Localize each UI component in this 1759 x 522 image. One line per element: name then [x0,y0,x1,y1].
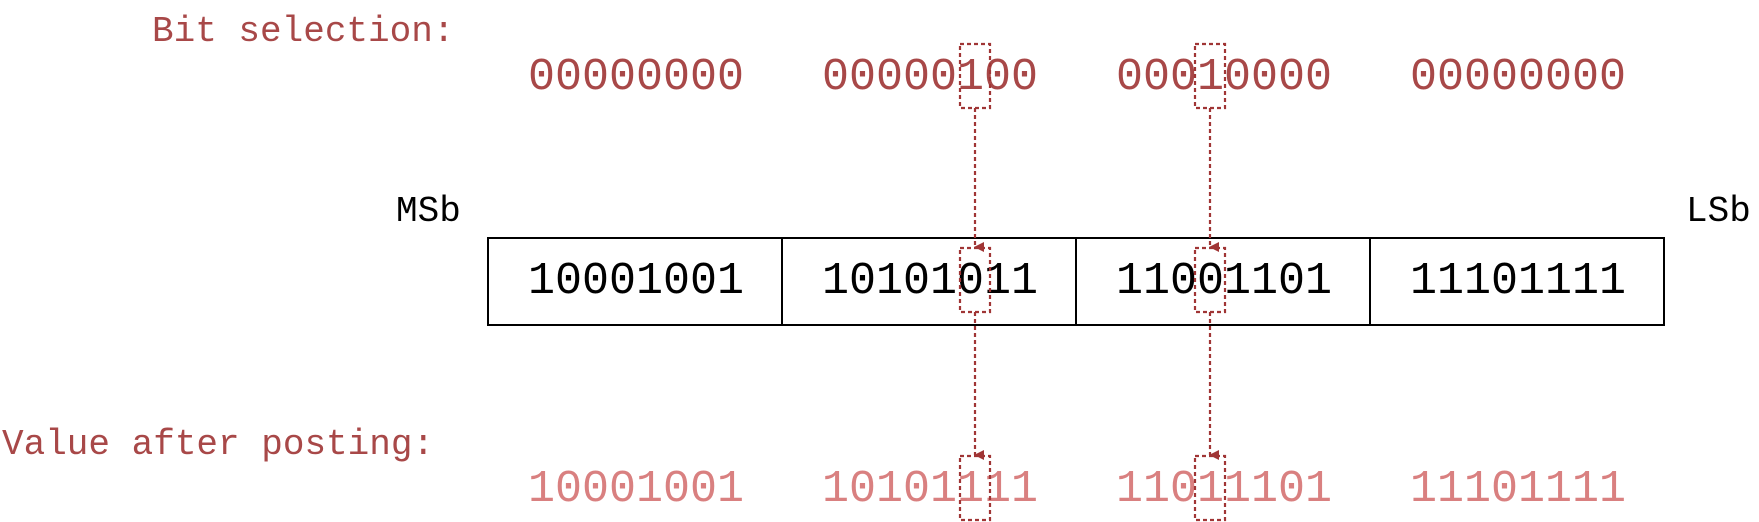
posted-byte-3: 11011101 [1115,464,1333,515]
posted-byte-2: 10101111 [821,464,1039,515]
bit-selection-label: Bit selection: [152,11,455,52]
posted-byte-1: 10001001 [527,464,745,515]
selection-byte-3: 00010000 [1115,52,1333,103]
value-after-posting-label: Value after posting: [2,424,435,465]
lsb-label: LSb [1686,191,1751,232]
register-byte-1: 10001001 [527,256,745,307]
register-cell-4 [1369,237,1665,326]
selection-byte-2: 00000100 [821,52,1039,103]
posted-byte-4: 11101111 [1409,464,1627,515]
register-byte-2: 10101011 [821,256,1039,307]
selection-byte-4: 00000000 [1409,52,1627,103]
msb-label: MSb [396,191,461,232]
selection-byte-1: 00000000 [527,52,745,103]
register-byte-4: 11101111 [1409,256,1627,307]
register-byte-3: 11001101 [1115,256,1333,307]
